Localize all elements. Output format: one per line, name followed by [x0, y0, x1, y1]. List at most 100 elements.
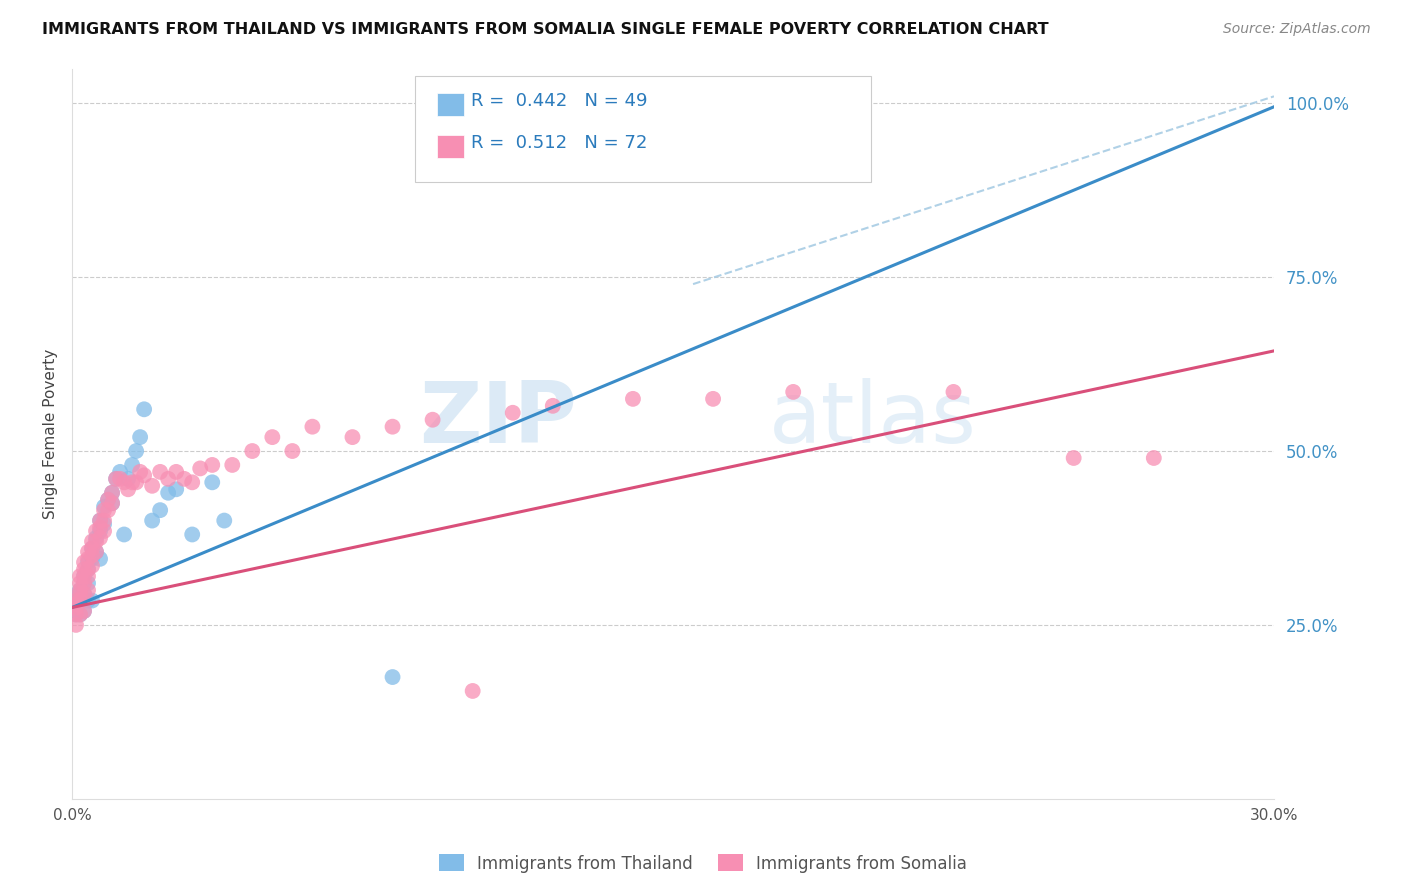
- Text: ZIP: ZIP: [419, 377, 576, 460]
- Point: [77, 593, 100, 607]
- Point: [69, 607, 91, 622]
- Point: [97, 492, 120, 507]
- Point: [165, 465, 187, 479]
- Point: [342, 430, 364, 444]
- Point: [73, 586, 96, 600]
- Point: [69, 586, 91, 600]
- Point: [89, 524, 111, 538]
- Point: [93, 500, 115, 514]
- Point: [69, 583, 91, 598]
- Point: [69, 583, 91, 598]
- Point: [84, 545, 107, 559]
- Point: [301, 419, 323, 434]
- Point: [1143, 450, 1166, 465]
- Point: [782, 384, 804, 399]
- Point: [149, 503, 172, 517]
- Point: [80, 541, 103, 556]
- Point: [381, 419, 404, 434]
- Point: [129, 465, 152, 479]
- Point: [93, 503, 115, 517]
- Point: [105, 472, 128, 486]
- Point: [77, 545, 100, 559]
- Point: [73, 576, 96, 591]
- Point: [89, 520, 111, 534]
- Point: [69, 576, 91, 591]
- Point: [221, 458, 243, 472]
- Point: [125, 475, 148, 490]
- Point: [522, 135, 544, 149]
- Point: [65, 607, 87, 622]
- Point: [582, 135, 605, 149]
- Point: [65, 604, 87, 618]
- Point: [502, 406, 524, 420]
- Point: [65, 593, 87, 607]
- Legend: Immigrants from Thailand, Immigrants from Somalia: Immigrants from Thailand, Immigrants fro…: [432, 847, 974, 880]
- Point: [117, 483, 139, 497]
- Text: atlas: atlas: [769, 377, 977, 460]
- Point: [262, 430, 284, 444]
- Point: [73, 569, 96, 583]
- Point: [80, 558, 103, 573]
- Point: [89, 514, 111, 528]
- Point: [702, 392, 724, 406]
- Point: [125, 444, 148, 458]
- Text: R =  0.512   N = 72: R = 0.512 N = 72: [471, 134, 647, 153]
- Point: [80, 593, 103, 607]
- Point: [93, 524, 115, 538]
- Point: [621, 392, 644, 406]
- Point: [141, 514, 163, 528]
- Point: [101, 485, 124, 500]
- Point: [65, 597, 87, 611]
- Point: [181, 475, 204, 490]
- Point: [422, 413, 444, 427]
- Point: [77, 562, 100, 576]
- Point: [73, 569, 96, 583]
- Point: [73, 555, 96, 569]
- Point: [108, 472, 131, 486]
- Point: [165, 483, 187, 497]
- Point: [80, 541, 103, 556]
- Point: [101, 485, 124, 500]
- Point: [69, 607, 91, 622]
- Point: [181, 527, 204, 541]
- Text: Source: ZipAtlas.com: Source: ZipAtlas.com: [1223, 22, 1371, 37]
- Point: [77, 576, 100, 591]
- Point: [1063, 450, 1085, 465]
- Point: [80, 534, 103, 549]
- FancyBboxPatch shape: [415, 76, 872, 182]
- Point: [93, 516, 115, 531]
- Point: [281, 444, 304, 458]
- Point: [461, 684, 484, 698]
- Point: [381, 670, 404, 684]
- Point: [84, 531, 107, 545]
- Point: [69, 593, 91, 607]
- Point: [141, 479, 163, 493]
- Point: [73, 586, 96, 600]
- FancyBboxPatch shape: [437, 135, 464, 159]
- Point: [97, 492, 120, 507]
- Point: [149, 465, 172, 479]
- Point: [77, 569, 100, 583]
- Point: [77, 583, 100, 598]
- Point: [112, 475, 135, 490]
- Point: [93, 514, 115, 528]
- Point: [101, 496, 124, 510]
- Point: [662, 128, 685, 142]
- Text: R =  0.442   N = 49: R = 0.442 N = 49: [471, 92, 648, 110]
- Point: [77, 555, 100, 569]
- Point: [240, 444, 263, 458]
- Point: [121, 458, 143, 472]
- Point: [69, 593, 91, 607]
- Point: [65, 607, 87, 622]
- Point: [73, 576, 96, 591]
- Text: IMMIGRANTS FROM THAILAND VS IMMIGRANTS FROM SOMALIA SINGLE FEMALE POVERTY CORREL: IMMIGRANTS FROM THAILAND VS IMMIGRANTS F…: [42, 22, 1049, 37]
- Point: [65, 593, 87, 607]
- Point: [541, 399, 564, 413]
- Point: [65, 600, 87, 615]
- Point: [942, 384, 965, 399]
- Point: [89, 551, 111, 566]
- Y-axis label: Single Female Poverty: Single Female Poverty: [44, 349, 58, 519]
- Point: [101, 496, 124, 510]
- FancyBboxPatch shape: [437, 93, 464, 116]
- Point: [80, 551, 103, 566]
